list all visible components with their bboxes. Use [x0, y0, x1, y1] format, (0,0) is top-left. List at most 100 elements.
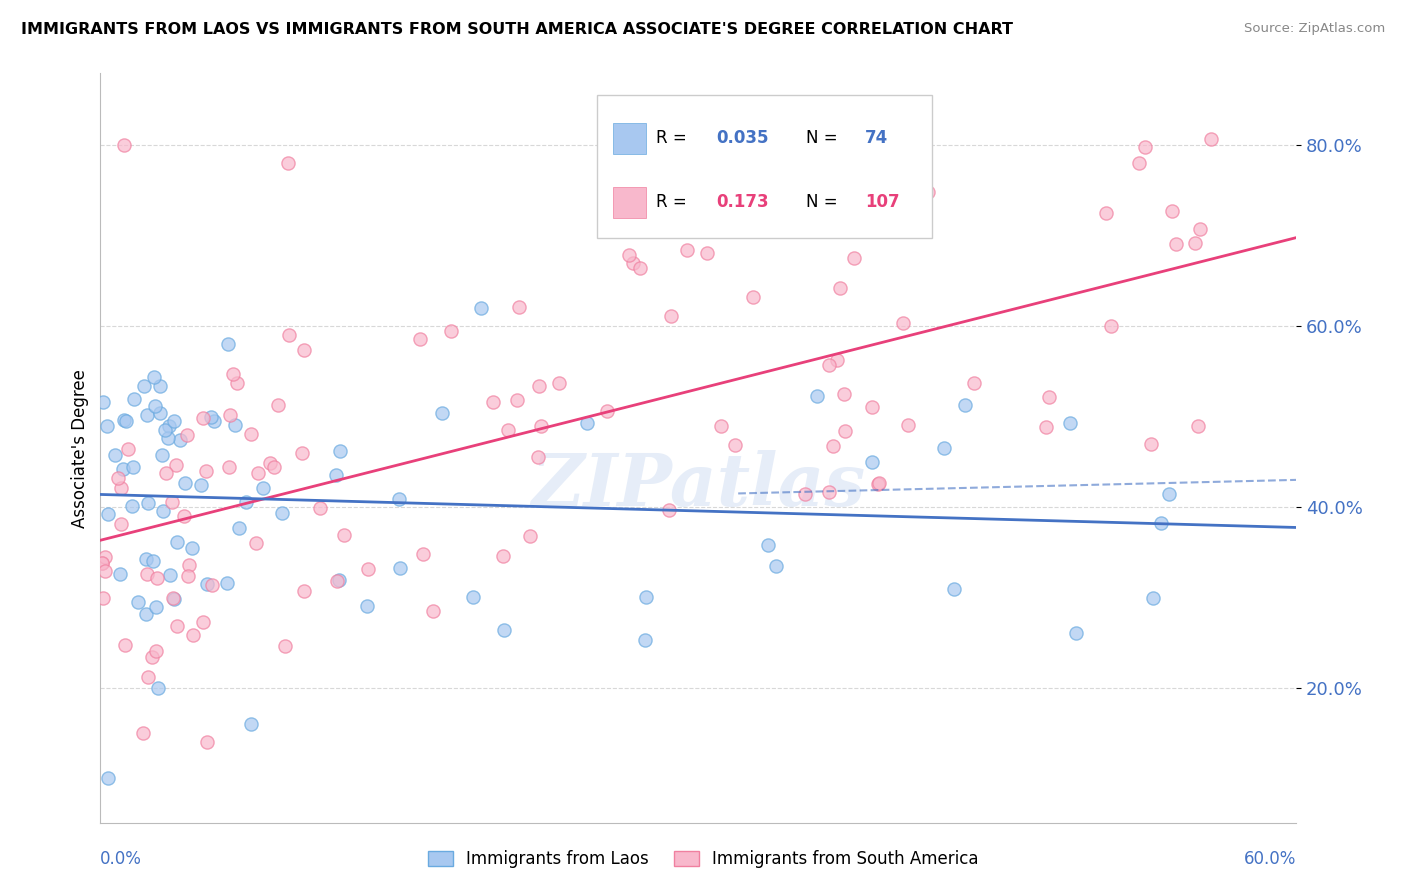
Point — [215, 576, 238, 591]
Point — [176, 427, 198, 442]
Point — [136, 670, 159, 684]
Point — [239, 427, 262, 442]
Point — [658, 502, 681, 516]
Point — [1099, 318, 1122, 333]
Point — [860, 400, 883, 414]
Point — [724, 438, 747, 452]
Point — [127, 595, 149, 609]
Point — [1059, 417, 1081, 431]
Point — [1201, 132, 1223, 146]
Text: 60.0%: 60.0% — [1244, 850, 1296, 868]
Point — [481, 394, 503, 409]
Point — [112, 413, 135, 427]
Point — [1160, 204, 1182, 219]
Point — [195, 577, 218, 591]
Point — [278, 328, 301, 343]
Point — [114, 638, 136, 652]
Legend: Immigrants from Laos, Immigrants from South America: Immigrants from Laos, Immigrants from So… — [420, 844, 986, 875]
Point — [132, 726, 155, 740]
Point — [91, 556, 114, 570]
Point — [1035, 420, 1057, 434]
Point — [166, 535, 188, 549]
Point — [409, 332, 432, 346]
Point — [153, 423, 176, 437]
Point — [470, 301, 492, 315]
Point — [219, 408, 242, 422]
Text: 0.035: 0.035 — [716, 129, 768, 147]
Point — [165, 458, 187, 472]
Point — [492, 549, 515, 564]
Point — [94, 549, 117, 564]
Point — [422, 604, 444, 618]
Point — [96, 418, 118, 433]
Point — [107, 471, 129, 485]
Point — [224, 417, 246, 432]
Point — [155, 466, 177, 480]
Text: IMMIGRANTS FROM LAOS VS IMMIGRANTS FROM SOUTH AMERICA ASSOCIATE'S DEGREE CORRELA: IMMIGRANTS FROM LAOS VS IMMIGRANTS FROM … — [21, 22, 1014, 37]
Point — [828, 280, 851, 294]
Point — [917, 186, 939, 200]
Point — [162, 591, 184, 605]
Point — [149, 379, 172, 393]
Point — [1184, 235, 1206, 250]
Point — [1135, 140, 1157, 154]
Point — [461, 590, 484, 604]
Point — [117, 442, 139, 457]
Point — [193, 615, 215, 630]
Point — [412, 547, 434, 561]
FancyBboxPatch shape — [596, 95, 932, 238]
Point — [818, 358, 841, 372]
Point — [1187, 418, 1209, 433]
Point — [709, 419, 731, 434]
Point — [963, 376, 986, 391]
Point — [135, 408, 157, 422]
Point — [628, 260, 651, 275]
Point — [163, 414, 186, 428]
FancyBboxPatch shape — [613, 122, 647, 154]
Point — [121, 499, 143, 513]
Point — [492, 624, 515, 638]
Point — [862, 195, 884, 210]
Point — [325, 468, 347, 483]
Point — [146, 571, 169, 585]
Point — [291, 446, 314, 460]
Point — [142, 554, 165, 568]
Point — [866, 477, 889, 491]
Point — [157, 419, 180, 434]
Point — [817, 484, 839, 499]
Point — [356, 599, 378, 613]
Point — [136, 567, 159, 582]
Point — [115, 414, 138, 428]
Point — [439, 324, 461, 338]
Point — [259, 456, 281, 470]
Point — [1142, 591, 1164, 605]
Point — [823, 439, 845, 453]
Point — [156, 431, 179, 445]
Point — [430, 406, 453, 420]
Point — [1150, 516, 1173, 530]
Text: 0.173: 0.173 — [716, 194, 769, 211]
Point — [932, 441, 955, 455]
Point — [953, 398, 976, 412]
Point — [596, 403, 619, 417]
Text: R =: R = — [657, 129, 692, 147]
Point — [263, 459, 285, 474]
Point — [91, 394, 114, 409]
Point — [1128, 156, 1150, 170]
Point — [110, 516, 132, 531]
Point — [530, 418, 553, 433]
Point — [235, 495, 257, 509]
Text: ZIPatlas: ZIPatlas — [531, 450, 865, 521]
Point — [217, 337, 239, 351]
Text: R =: R = — [657, 194, 692, 211]
Point — [621, 256, 644, 270]
Point — [519, 529, 541, 543]
Point — [758, 537, 780, 551]
Point — [200, 410, 222, 425]
Point — [266, 398, 288, 412]
Point — [163, 591, 186, 606]
Point — [94, 564, 117, 578]
Point — [943, 582, 966, 596]
Point — [270, 506, 292, 520]
Point — [110, 481, 132, 495]
